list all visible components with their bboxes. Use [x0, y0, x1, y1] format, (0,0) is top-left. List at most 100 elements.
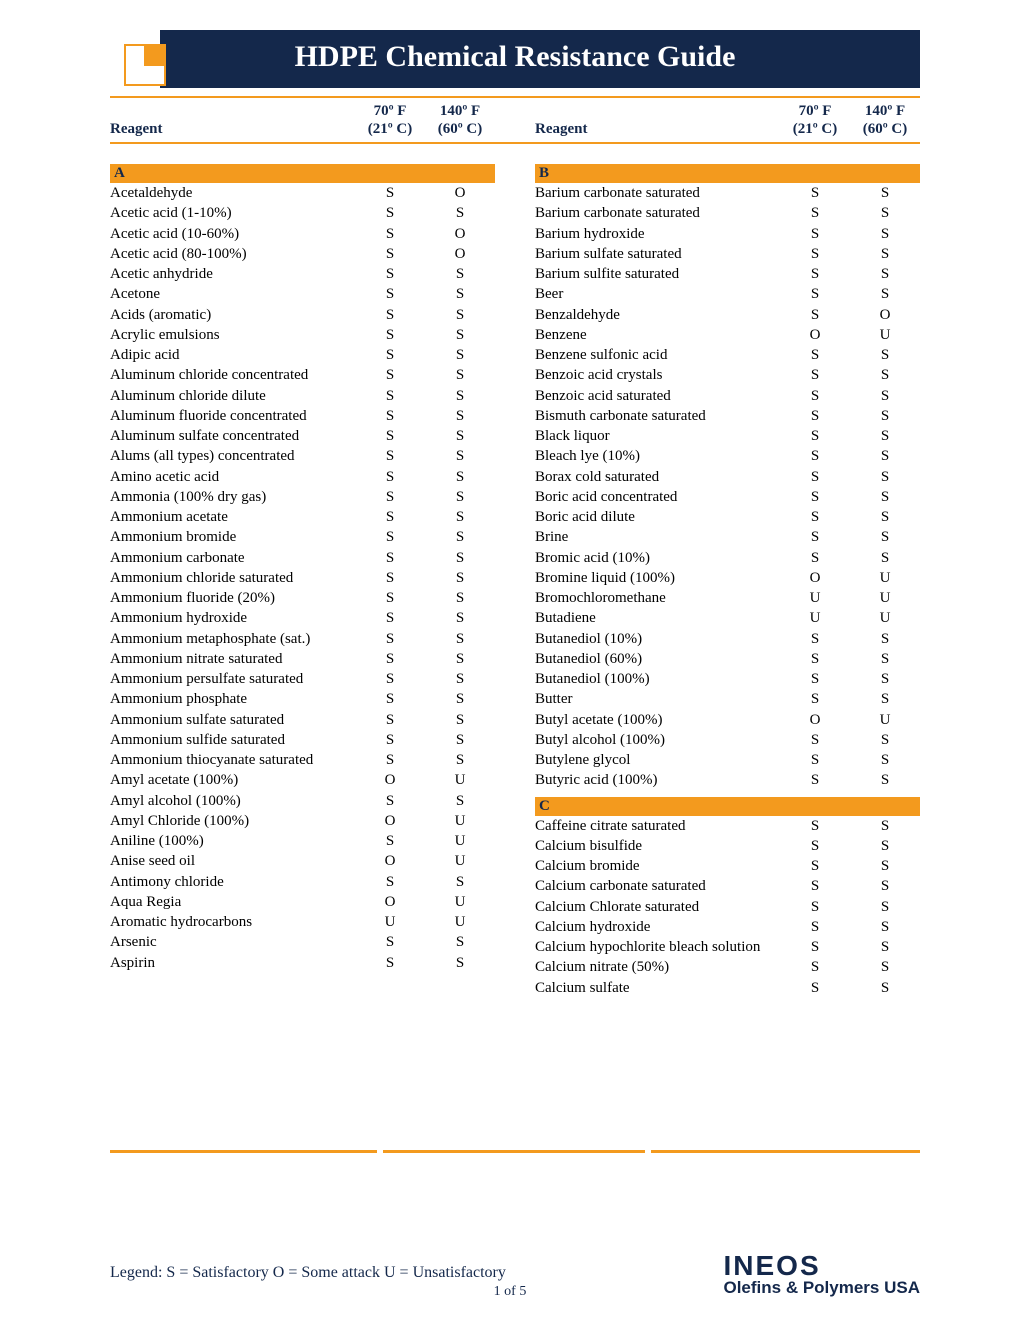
table-row: Calcium Chlorate saturatedSS [535, 897, 920, 917]
temp1: 70º F (21º C) [780, 102, 850, 138]
val-70f: U [780, 588, 850, 608]
reagent-name: Ammonium thiocyanate saturated [110, 750, 355, 770]
reagent-name: Butanediol (100%) [535, 669, 780, 689]
table-row: Ammonium sulfate saturatedSS [110, 710, 495, 730]
reagent-name: Ammonium sulfate saturated [110, 710, 355, 730]
val-70f: S [780, 406, 850, 426]
val-70f: S [355, 365, 425, 385]
logo-bot: Olefins & Polymers USA [723, 1278, 920, 1298]
val-70f: S [355, 710, 425, 730]
val-140f: S [425, 487, 495, 507]
val-140f: S [850, 386, 920, 406]
table-row: Caffeine citrate saturatedSS [535, 816, 920, 836]
val-70f: S [780, 467, 850, 487]
val-70f: S [780, 876, 850, 896]
val-140f: S [425, 649, 495, 669]
table-row: Bismuth carbonate saturatedSS [535, 406, 920, 426]
val-140f: S [425, 872, 495, 892]
temp1-top: 70º F [780, 102, 850, 120]
reagent-name: Calcium carbonate saturated [535, 876, 780, 896]
val-140f: S [850, 856, 920, 876]
val-70f: S [780, 689, 850, 709]
reagent-name: Amyl Chloride (100%) [110, 811, 355, 831]
reagent-name: Acrylic emulsions [110, 325, 355, 345]
val-70f: S [355, 791, 425, 811]
val-70f: S [355, 406, 425, 426]
val-70f: S [780, 897, 850, 917]
legend-text: Legend: S = Satisfactory O = Some attack… [110, 1264, 506, 1282]
reagent-name: Ammonium nitrate saturated [110, 649, 355, 669]
table-row: BenzeneOU [535, 325, 920, 345]
table-row: Butyric acid (100%)SS [535, 770, 920, 790]
val-140f: S [425, 527, 495, 547]
val-70f: S [355, 689, 425, 709]
val-140f: S [850, 446, 920, 466]
val-70f: S [780, 203, 850, 223]
table-row: BenzaldehydeSO [535, 305, 920, 325]
reagent-name: Ammonium hydroxide [110, 608, 355, 628]
table-row: Amyl alcohol (100%)SS [110, 791, 495, 811]
val-70f: S [780, 426, 850, 446]
table-row: Aluminum fluoride concentratedSS [110, 406, 495, 426]
table-row: AcetoneSS [110, 284, 495, 304]
reagent-name: Butanediol (10%) [535, 629, 780, 649]
table-row: Butylene glycolSS [535, 750, 920, 770]
reagent-name: Barium carbonate saturated [535, 183, 780, 203]
val-70f: S [355, 507, 425, 527]
val-140f: S [850, 406, 920, 426]
val-140f: S [850, 750, 920, 770]
val-140f: S [850, 978, 920, 998]
val-70f: S [780, 224, 850, 244]
reagent-name: Bleach lye (10%) [535, 446, 780, 466]
val-140f: S [850, 897, 920, 917]
reagent-name: Ammonium chloride saturated [110, 568, 355, 588]
val-70f: S [780, 548, 850, 568]
reagent-name: Ammonium fluoride (20%) [110, 588, 355, 608]
section-bar-A: A [110, 164, 495, 183]
table-row: BrineSS [535, 527, 920, 547]
val-70f: O [780, 568, 850, 588]
val-140f: S [850, 629, 920, 649]
table-row: BromochloromethaneUU [535, 588, 920, 608]
reagent-name: Aspirin [110, 953, 355, 973]
val-70f: S [355, 629, 425, 649]
right-column: BBarium carbonate saturatedSSBarium carb… [535, 158, 920, 998]
reagent-name: Acetic anhydride [110, 264, 355, 284]
temp2-top: 140º F [850, 102, 920, 120]
val-70f: S [780, 305, 850, 325]
val-140f: U [425, 811, 495, 831]
reagent-name: Borax cold saturated [535, 467, 780, 487]
val-140f: S [425, 548, 495, 568]
val-140f: S [425, 446, 495, 466]
reagent-name: Calcium hydroxide [535, 917, 780, 937]
val-70f: S [355, 831, 425, 851]
reagent-name: Anise seed oil [110, 851, 355, 871]
val-140f: S [425, 568, 495, 588]
reagent-name: Alums (all types) concentrated [110, 446, 355, 466]
col-head-left: Reagent 70º F (21º C) 140º F (60º C) [110, 102, 495, 138]
val-140f: O [425, 183, 495, 203]
val-140f: S [850, 816, 920, 836]
val-70f: S [780, 917, 850, 937]
val-70f: O [780, 710, 850, 730]
table-row: Ammonium carbonateSS [110, 548, 495, 568]
val-70f: S [355, 244, 425, 264]
val-140f: S [850, 264, 920, 284]
val-70f: S [355, 224, 425, 244]
brand-logo: INEOS Olefins & Polymers USA [723, 1253, 920, 1298]
reagent-name: Bromine liquid (100%) [535, 568, 780, 588]
val-70f: S [355, 305, 425, 325]
table-row: Bromine liquid (100%)OU [535, 568, 920, 588]
reagent-name: Butyl alcohol (100%) [535, 730, 780, 750]
reagent-name: Butylene glycol [535, 750, 780, 770]
val-70f: S [780, 957, 850, 977]
reagent-name: Butyric acid (100%) [535, 770, 780, 790]
val-70f: O [355, 892, 425, 912]
table-row: Calcium carbonate saturatedSS [535, 876, 920, 896]
table-row: Aromatic hydrocarbonsUU [110, 912, 495, 932]
val-70f: S [780, 345, 850, 365]
val-70f: S [780, 284, 850, 304]
table-row: Boric acid concentratedSS [535, 487, 920, 507]
val-70f: S [780, 487, 850, 507]
val-70f: S [780, 750, 850, 770]
